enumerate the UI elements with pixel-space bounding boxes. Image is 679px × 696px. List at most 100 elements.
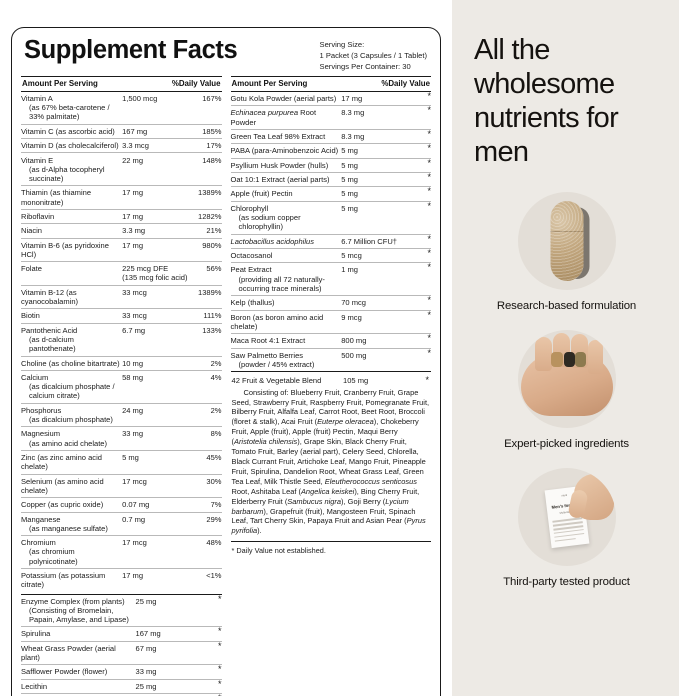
nutrient-daily-value: * [187, 693, 222, 696]
supplement-facts-pane: Supplement Facts Serving Size: 1 Packet … [11, 27, 441, 696]
nutrient-amount: 5 mg [341, 158, 397, 174]
nutrient-row: Thiamin (as thiamine mononitrate) 17 mg 13… [21, 185, 222, 210]
nutrient-row: PABA (para-Aminobenzoic Acid) 5 mg * [230, 143, 431, 159]
nutrient-name: Kelp (thallus) [230, 295, 342, 311]
nutrient-row: Oat 10:1 Extract (aerial parts) 5 mg * [230, 172, 431, 188]
nutrient-name: Vitamin C (as ascorbic acid) [21, 124, 123, 140]
nutrient-row: Peat Extract (providing all 72 naturally-… [230, 262, 431, 297]
nutrient-name: Enzyme Complex (from plants) (Consisting … [21, 594, 136, 628]
nutrient-amount: 33 mcg [122, 308, 188, 324]
nutrient-daily-value: * [187, 627, 222, 642]
nutrient-row: Copper (as cupric oxide) 0.07 mg 7% [21, 497, 222, 513]
nutrient-name: Oat 10:1 Extract (aerial parts) [230, 172, 342, 188]
blend-name: 42 Fruit & Vegetable Blend [231, 376, 322, 386]
column-header-left: Amount Per Serving %Daily Value [21, 76, 222, 92]
nutrient-daily-value: 133% [187, 323, 222, 357]
nutrient-daily-value: 56% [187, 261, 222, 286]
nutrient-row: Calcium (as dicalcium phosphate / calcium… [21, 370, 222, 404]
nutrient-row: Inositol25 mg* [21, 693, 222, 696]
nutrient-amount: 33 mg [135, 664, 188, 680]
nutrient-row: Octacosanol 5 mcg * [230, 248, 431, 264]
nutrient-name: Spirulina [21, 626, 136, 642]
nutrient-amount: 3.3 mcg [122, 138, 188, 154]
nutrient-name: Thiamin (as thiamine mononitrate) [21, 185, 123, 210]
nutrient-daily-value: * [427, 347, 431, 358]
nutrient-name: Niacin [21, 223, 123, 239]
nutrient-row: Biotin 33 mcg 111% [21, 308, 222, 324]
nutrient-daily-value: 1282% [187, 209, 222, 225]
nutrient-row: Vitamin E (as d-Alpha tocopheryl succinat… [21, 152, 222, 187]
nutrient-amount: 8.3 mg [341, 129, 397, 145]
nutrient-name: Octacosanol [230, 248, 342, 264]
nutrient-name: Potassium (as potassium citrate) [21, 571, 106, 590]
nutrient-amount: 17 mg [122, 238, 188, 263]
nutrient-daily-value: * [397, 105, 431, 130]
nutrient-daily-value: 1389% [187, 285, 222, 310]
nutrient-name: Inositol [21, 693, 136, 696]
nutrient-name: Gotu Kola Powder (aerial parts) [230, 91, 342, 107]
nutrient-daily-value: * [397, 158, 431, 174]
promo-pane: All the wholesome nutrients for men Rese… [452, 0, 679, 696]
nutrient-amount: 25 mg [135, 679, 188, 695]
nutrient-row: Choline (as choline bitartrate) 10 mg 2% [21, 356, 222, 371]
nutrient-name: Copper (as cupric oxide) [21, 497, 123, 513]
nutrient-row: Niacin 3.3 mg 21% [21, 223, 222, 239]
nutrient-row: Lecithin 25 mg * [21, 679, 222, 695]
nutrient-name: Biotin [21, 308, 123, 324]
nutrient-row: Green Tea Leaf 98% Extract 8.3 mg * [230, 129, 431, 145]
nutrient-amount: 17 mg [341, 91, 397, 107]
nutrient-table-left-group2: Enzyme Complex (from plants) (Consisting … [21, 593, 222, 696]
nutrient-row: Spirulina 167 mg * [21, 626, 222, 642]
nutrient-name: PABA (para-Aminobenzoic Acid) [230, 143, 342, 159]
nutrient-amount: 58 mg [122, 370, 188, 404]
nutrient-daily-value: * [397, 248, 431, 264]
nutrient-amount: 17 mcg [122, 535, 188, 569]
fruit-vegetable-blend: 42 Fruit & Vegetable Blend 105 mg * Cons… [230, 371, 431, 536]
page-title: Supplement Facts [24, 36, 238, 64]
nutrient-row: Manganese (as manganese sulfate) 0.7 mg 29% [21, 512, 222, 537]
feature-expert-picked: Expert-picked ingredients [474, 329, 659, 452]
header-amount-per-serving: Amount Per Serving [231, 79, 308, 89]
nutrient-name: Folate [21, 261, 123, 286]
nutrient-amount: 500 mg [341, 350, 367, 360]
hand-holding-packet-icon: ritual Men's formula Multivitamin [517, 468, 616, 566]
nutrient-row: Folate 225 mcg DFE (135 mcg folic acid) 56% [21, 261, 222, 286]
nutrient-name: Vitamin A (as 67% beta-carotene / 33% pal… [21, 91, 123, 125]
nutrient-amount: 5 mg [341, 201, 397, 235]
nutrient-name: Maca Root 4:1 Extract [230, 333, 342, 349]
nutrient-daily-value: 2% [187, 403, 222, 428]
nutrient-name: Chromium (as chromium polynicotinate) [21, 535, 123, 569]
nutrient-amount: 24 mg [122, 403, 188, 428]
nutrient-daily-value: <1% [206, 571, 222, 580]
nutrient-daily-value: 7% [187, 497, 222, 513]
nutrient-amount: 33 mg [122, 426, 188, 451]
nutrient-row: Chlorophyll (as sodium copper chlorophyll… [230, 201, 431, 235]
blend-amount: 105 mg [343, 376, 369, 386]
nutrient-amount: 9 mcg [341, 310, 397, 335]
nutrient-daily-value: 4% [187, 370, 222, 404]
nutrient-amount: 33 mcg [122, 285, 188, 310]
nutrient-amount: 3.3 mg [122, 223, 188, 239]
nutrient-row: Vitamin B-6 (as pyridoxine HCl) 17 mg 980% [21, 238, 222, 263]
nutrient-row: Phosphorus (as dicalcium phosphate) 24 mg 2… [21, 403, 222, 428]
promo-headline: All the wholesome nutrients for men [474, 34, 619, 168]
nutrient-daily-value: * [187, 665, 222, 680]
feature-research-based: Research-based formulation [474, 191, 659, 314]
nutrient-amount: 17 mcg [122, 474, 188, 499]
nutrient-daily-value: * [397, 201, 431, 235]
capsule-icon [517, 191, 616, 290]
nutrient-amount: 5 mg [341, 143, 397, 159]
nutrient-name: Peat Extract (providing all 72 naturally-… [230, 262, 342, 297]
nutrient-name: Vitamin B-6 (as pyridoxine HCl) [21, 238, 123, 263]
facts-column-right: Amount Per Serving %Daily Value Gotu Kol… [230, 76, 431, 556]
nutrient-row: Vitamin D (as cholecalciferol) 3.3 mcg 17% [21, 138, 222, 154]
nutrient-amount: 6.7 mg [122, 323, 188, 357]
nutrient-daily-value: 21% [187, 223, 222, 239]
servings-per-container: Servings Per Container: 30 [319, 61, 411, 71]
nutrient-name: Safflower Powder (flower) [21, 664, 136, 680]
nutrient-daily-value: 185% [187, 124, 222, 140]
nutrient-name: Lactobacillus acidophilus [230, 234, 342, 249]
nutrient-row: Magnesium (as amino acid chelate) 33 mg 8% [21, 426, 222, 451]
nutrient-row: Boron (as boron amino acid chelate) 9 mcg… [230, 310, 431, 335]
